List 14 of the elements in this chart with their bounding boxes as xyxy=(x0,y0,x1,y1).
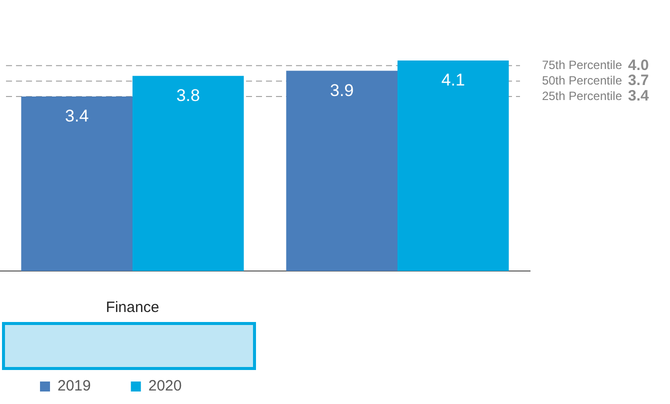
ref-line-label: 75th Percentile 4.0 xyxy=(542,56,649,74)
data-label: 3.9 xyxy=(330,80,354,100)
legend-label: 2020 xyxy=(148,378,182,395)
data-label: 4.1 xyxy=(441,70,465,90)
ref-line-label: 50th Percentile 3.7 xyxy=(542,72,649,90)
legend-label: 2019 xyxy=(58,378,91,395)
data-label: 3.4 xyxy=(65,106,89,126)
data-label: 3.8 xyxy=(176,86,200,106)
bar xyxy=(398,60,509,271)
ref-line-label: 25th Percentile 3.4 xyxy=(542,88,650,105)
bar xyxy=(286,70,398,271)
bar xyxy=(132,76,244,271)
bar xyxy=(21,96,132,271)
x-tick-label: Finance xyxy=(106,299,160,316)
